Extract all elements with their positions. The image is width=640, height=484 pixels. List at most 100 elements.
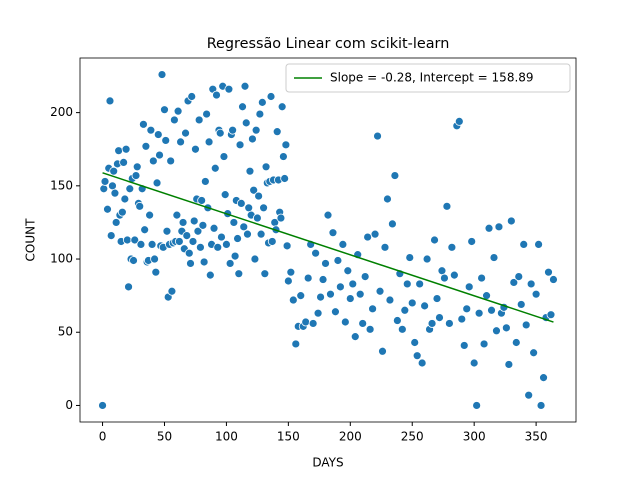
point xyxy=(405,253,415,262)
point xyxy=(172,210,182,220)
x-tick-label: 0 xyxy=(99,430,107,444)
point xyxy=(194,115,204,125)
point xyxy=(261,162,271,172)
point xyxy=(121,144,131,154)
legend-box xyxy=(285,63,571,93)
point xyxy=(412,351,422,361)
point xyxy=(380,242,390,252)
point xyxy=(534,239,543,249)
point xyxy=(176,137,185,147)
point xyxy=(474,308,484,318)
point xyxy=(358,319,368,328)
point xyxy=(99,184,109,194)
point xyxy=(368,304,377,314)
point xyxy=(311,248,321,258)
point xyxy=(155,150,164,160)
point xyxy=(375,286,385,296)
point xyxy=(244,203,254,213)
point xyxy=(457,314,467,324)
point xyxy=(161,136,171,145)
point xyxy=(345,294,355,303)
chart-title: Regressão Linear com scikit-learn xyxy=(207,36,450,52)
point xyxy=(234,269,244,279)
point xyxy=(390,171,400,180)
point xyxy=(280,174,290,183)
x-tick-label: 150 xyxy=(277,430,300,444)
point xyxy=(343,266,353,276)
point xyxy=(267,237,277,246)
point xyxy=(447,242,457,252)
point xyxy=(272,127,282,137)
point xyxy=(370,229,380,239)
point xyxy=(110,188,120,198)
point xyxy=(440,273,449,283)
point xyxy=(321,259,330,268)
point xyxy=(167,286,177,296)
point xyxy=(282,241,292,251)
point xyxy=(224,84,234,94)
point xyxy=(125,184,135,194)
point xyxy=(145,210,155,220)
point xyxy=(131,171,141,180)
point xyxy=(255,109,265,119)
point xyxy=(516,300,526,309)
point xyxy=(151,267,161,277)
point xyxy=(301,317,311,327)
point xyxy=(449,270,459,280)
point xyxy=(200,177,210,186)
point xyxy=(430,235,439,245)
point xyxy=(365,324,375,334)
point xyxy=(276,213,286,223)
point xyxy=(407,298,417,308)
point xyxy=(415,279,425,289)
point xyxy=(157,70,167,79)
point xyxy=(427,319,437,328)
point xyxy=(514,272,524,282)
point xyxy=(519,239,529,249)
point xyxy=(422,254,432,264)
point xyxy=(296,291,306,301)
point xyxy=(98,401,107,410)
point xyxy=(178,218,188,227)
x-tick-label: 100 xyxy=(215,430,238,444)
x-tick-label: 350 xyxy=(525,430,548,444)
point xyxy=(323,210,333,220)
point xyxy=(331,307,340,317)
point xyxy=(184,248,194,258)
point xyxy=(417,358,427,368)
point xyxy=(303,273,313,283)
point xyxy=(383,194,392,204)
y-tick-label: 150 xyxy=(50,178,73,192)
y-axis-label: COUNT xyxy=(24,218,38,262)
point xyxy=(111,218,121,227)
point xyxy=(150,254,159,264)
point xyxy=(335,282,345,292)
point xyxy=(529,348,539,358)
y-tick-label: 200 xyxy=(50,105,73,119)
point xyxy=(188,237,198,246)
point xyxy=(205,270,215,280)
point xyxy=(117,207,127,217)
point xyxy=(141,141,151,151)
point xyxy=(432,294,442,303)
point xyxy=(236,198,246,208)
point xyxy=(136,239,146,249)
y-tick-label: 50 xyxy=(58,325,73,339)
point xyxy=(524,390,534,400)
point xyxy=(119,157,129,167)
point xyxy=(472,401,482,410)
point xyxy=(187,92,197,101)
point xyxy=(316,292,325,302)
point xyxy=(153,130,163,139)
regression-line xyxy=(102,172,554,323)
point xyxy=(326,289,335,299)
point xyxy=(219,152,229,161)
point xyxy=(277,102,287,112)
point xyxy=(259,203,268,213)
point xyxy=(220,190,230,200)
point xyxy=(120,194,130,204)
point xyxy=(213,242,223,252)
point xyxy=(350,332,360,342)
point xyxy=(400,305,410,315)
